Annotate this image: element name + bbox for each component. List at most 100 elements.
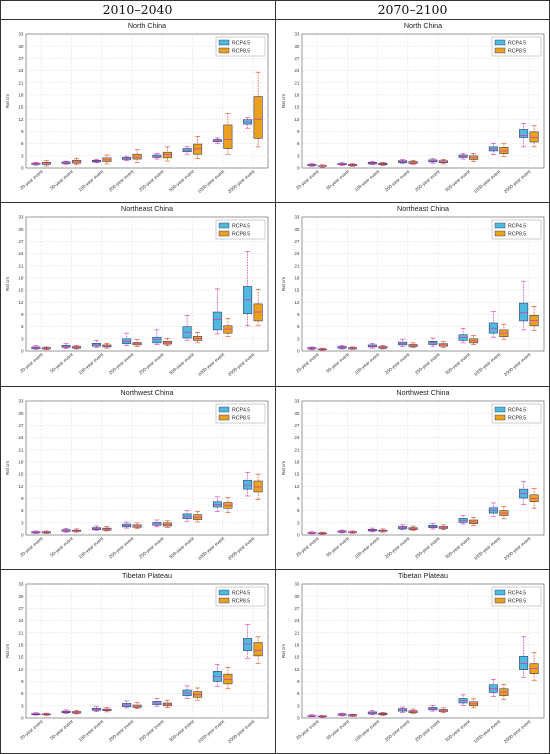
column-header-right: 2070–2100 — [378, 2, 448, 17]
y-tick-label: 9 — [21, 129, 24, 134]
y-tick-label: 30 — [294, 594, 300, 599]
y-tick-label: 24 — [18, 435, 24, 440]
y-tick-label: 9 — [297, 312, 300, 317]
y-tick-label: 27 — [18, 423, 24, 428]
box-rcp45-8 — [519, 636, 529, 678]
box-rcp45-3 — [367, 527, 377, 533]
legend-label: RCP8.5 — [232, 48, 250, 54]
y-tick-label: 18 — [294, 460, 300, 465]
box-rcp85-3 — [102, 154, 112, 165]
box-rcp45-1 — [307, 714, 317, 718]
y-tick-label: 6 — [21, 508, 24, 513]
y-tick-label: 6 — [21, 691, 24, 696]
box-rcp85-5 — [162, 146, 172, 162]
legend-label: RCP8.5 — [508, 598, 526, 604]
box-rcp85-4 — [408, 708, 418, 714]
legend-label: RCP4.5 — [508, 407, 526, 413]
legend-swatch — [494, 414, 506, 421]
box-rcp85-7 — [223, 318, 233, 337]
y-tick-label: 3 — [21, 336, 24, 341]
legend-label: RCP8.5 — [232, 415, 250, 421]
box-rcp85-2 — [348, 714, 358, 717]
y-axis-label: Ral cm — [281, 644, 286, 658]
box-rcp45-5 — [428, 337, 438, 347]
y-tick-label: 33 — [18, 32, 24, 37]
y-tick-label: 33 — [18, 582, 24, 587]
box-body — [253, 480, 263, 493]
box-rcp85-6 — [193, 511, 203, 523]
box-rcp45-6 — [182, 510, 192, 522]
y-tick-label: 33 — [294, 582, 300, 587]
legend-label: RCP4.5 — [232, 407, 250, 413]
y-tick-label: 27 — [294, 606, 300, 611]
y-tick-label: 12 — [18, 484, 24, 489]
box-body — [152, 336, 162, 344]
y-tick-label: 24 — [294, 251, 300, 256]
y-axis-label: Ral cm — [5, 644, 10, 658]
y-tick-label: 33 — [18, 215, 24, 220]
box-rcp45-7 — [488, 311, 498, 338]
legend-swatch — [218, 597, 230, 604]
y-tick-label: 33 — [294, 215, 300, 220]
y-tick-label: 21 — [18, 630, 24, 635]
plot-area — [25, 583, 269, 719]
box-rcp85-2 — [348, 346, 358, 350]
y-tick-label: 0 — [21, 166, 24, 171]
box-rcp45-1 — [31, 345, 41, 350]
box-rcp45-3 — [91, 706, 101, 712]
box-rcp85-4 — [132, 522, 142, 529]
box-rcp45-8 — [519, 123, 529, 148]
legend-label: RCP4.5 — [508, 590, 526, 596]
box-rcp45-4 — [398, 706, 408, 713]
y-axis-label: Ral cm — [281, 277, 286, 291]
legend-label: RCP4.5 — [508, 40, 526, 46]
box-rcp45-6 — [458, 153, 468, 160]
y-tick-label: 3 — [21, 703, 24, 708]
chart-panel-7: Tibetan Plateau 0 3 6 9 12 15 18 21 24 27 30 33 Ral c… — [5, 571, 269, 744]
box-body — [499, 147, 509, 155]
box-rcp45-7 — [212, 496, 222, 512]
y-tick-label: 27 — [294, 239, 300, 244]
legend-label: RCP4.5 — [508, 223, 526, 229]
box-rcp85-8 — [253, 288, 263, 327]
box-body — [223, 124, 233, 149]
y-tick-label: 9 — [21, 312, 24, 317]
box-rcp45-7 — [488, 502, 498, 517]
y-tick-label: 24 — [294, 435, 300, 440]
box-rcp85-6 — [193, 332, 203, 344]
legend-swatch — [218, 39, 230, 46]
y-tick-label: 0 — [21, 533, 24, 538]
box-body — [253, 303, 263, 322]
box-rcp85-5 — [438, 159, 448, 165]
box-rcp45-2 — [337, 529, 347, 534]
y-tick-label: 24 — [18, 618, 24, 623]
box-rcp85-8 — [253, 71, 263, 148]
y-tick-label: 24 — [294, 618, 300, 623]
box-body — [223, 673, 233, 685]
box-body — [243, 479, 253, 490]
chart-panel-8: Tibetan Plateau 0 3 6 9 12 15 18 21 24 27 30 33 Ral c… — [281, 571, 545, 744]
box-body — [519, 656, 529, 670]
box-rcp85-3 — [102, 526, 112, 532]
box-rcp85-8 — [253, 473, 263, 500]
y-tick-label: 9 — [297, 679, 300, 684]
box-rcp85-8 — [253, 636, 263, 664]
box-rcp45-4 — [122, 332, 132, 346]
panel-title: Northeast China — [121, 204, 173, 213]
box-rcp45-4 — [398, 338, 408, 347]
y-tick-label: 0 — [21, 349, 24, 354]
box-rcp45-1 — [31, 530, 41, 534]
y-tick-label: 15 — [294, 105, 300, 110]
box-rcp85-8 — [529, 488, 539, 509]
y-tick-label: 33 — [294, 399, 300, 404]
panel-title: Tibetan Plateau — [398, 571, 448, 580]
y-tick-label: 21 — [294, 263, 300, 268]
box-rcp85-8 — [529, 125, 539, 148]
box-rcp45-5 — [428, 158, 438, 164]
chart-panel-6: Northwest China 0 3 6 9 12 15 18 21 24 27 30 33 Ral c… — [281, 388, 545, 561]
box-rcp85-4 — [408, 525, 418, 531]
box-rcp45-2 — [61, 528, 71, 533]
panel-title: North China — [128, 21, 166, 30]
y-tick-label: 15 — [294, 655, 300, 660]
